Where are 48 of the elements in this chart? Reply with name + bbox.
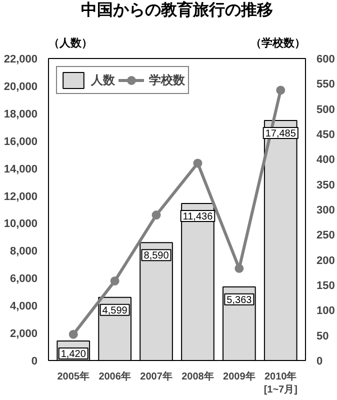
y2-tick-label: 500 (316, 104, 335, 116)
data-label: 5,363 (226, 294, 252, 306)
y-tick-label: 0 (31, 356, 38, 368)
y2-axis-title: （学校数） (250, 36, 306, 50)
point (68, 330, 78, 339)
y2-tick-label: 150 (316, 280, 335, 292)
x-tick-label: 2009年 (223, 370, 256, 382)
y-tick-label: 20,000 (4, 80, 38, 93)
y-tick-label: 6,000 (10, 273, 38, 286)
y2-tick-label: 200 (316, 254, 335, 267)
y-tick-label: 14,000 (4, 163, 38, 176)
y2-tick-label: 400 (316, 154, 335, 166)
x-tick-label: 2005年 (57, 370, 90, 382)
y-tick-label: 18,000 (4, 108, 38, 120)
y-tick-label: 16,000 (4, 136, 38, 148)
point (234, 264, 244, 273)
x-tick-label: 2008年 (182, 370, 214, 382)
y2-tick-label: 600 (316, 54, 335, 66)
y-tick-label: 12,000 (4, 190, 38, 203)
point (193, 158, 202, 168)
y-tick-label: 2,000 (10, 328, 38, 340)
data-label: 17,485 (265, 128, 296, 140)
x-tick-label: 2010年 [1~7月] (264, 370, 298, 396)
data-label: 8,590 (144, 250, 170, 262)
y2-tick-label: 250 (316, 230, 335, 242)
legend-label: 学校数 (149, 72, 185, 88)
y2-tick-label: 350 (316, 179, 335, 192)
y-tick-label: 8,000 (10, 246, 38, 258)
y-tick-label: 22,000 (4, 54, 38, 66)
y-tick-label: 10,000 (4, 218, 38, 230)
y2-tick-label: 300 (316, 204, 335, 216)
y2-tick-label: 550 (316, 78, 335, 91)
y-axis-title: （人数） (48, 36, 92, 50)
point (110, 276, 120, 286)
x-tick-label: 2006年 (98, 370, 131, 382)
point (276, 86, 286, 95)
point (152, 210, 161, 220)
x-tick-label: 2007年 (140, 370, 172, 382)
y-tick-label: 4,000 (10, 300, 38, 313)
data-label: 4,599 (102, 305, 128, 316)
legend-label: 人数 (91, 72, 115, 88)
chart-title: 中国からの教育旅行の推移 (81, 0, 273, 19)
y2-tick-label: 450 (316, 129, 335, 141)
y2-tick-label: 50 (316, 330, 329, 342)
data-label: 1,420 (60, 349, 86, 360)
data-label: 11,436 (182, 212, 214, 223)
y2-tick-label: 0 (316, 356, 323, 368)
y2-tick-label: 100 (316, 305, 335, 318)
